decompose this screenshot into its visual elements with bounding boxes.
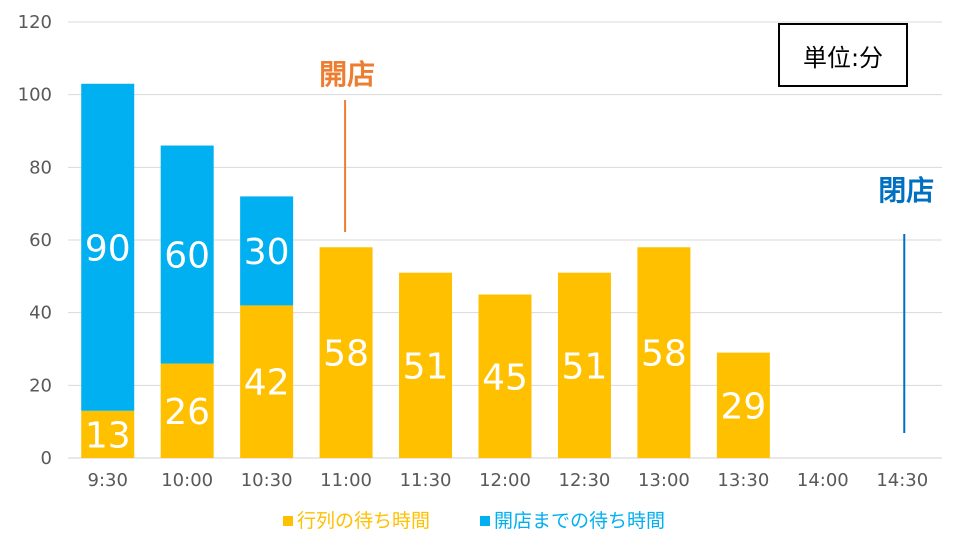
unit-label: 単位:分 (802, 43, 884, 72)
data-label: 90 (85, 228, 131, 269)
x-tick-label: 11:00 (320, 470, 372, 491)
data-label: 58 (323, 334, 369, 375)
legend: 行列の待ち時間 開店までの待ち時間 (283, 510, 665, 532)
bar-queue-10:00 (160, 363, 214, 458)
bar-queue-13:30 (716, 352, 770, 458)
legend-label: 行列の待ち時間 (297, 510, 430, 532)
bar-queue-10:30 (240, 305, 294, 458)
unit-label-box: 単位:分 (778, 23, 908, 87)
x-tick-label: 13:30 (717, 470, 769, 491)
x-tick-label: 14:30 (876, 470, 928, 491)
y-tick-label: 20 (29, 375, 52, 396)
bar-queue-13:00 (637, 247, 691, 458)
data-label: 29 (720, 386, 766, 427)
legend-swatch (480, 516, 490, 526)
annotation-label: 開店 (319, 58, 375, 91)
data-label: 30 (244, 232, 290, 273)
y-tick-label: 0 (41, 448, 52, 469)
data-label: 60 (164, 236, 210, 277)
data-label: 51 (403, 346, 449, 387)
y-tick-label: 120 (18, 12, 52, 33)
data-label: 45 (482, 357, 528, 398)
x-tick-label: 13:00 (638, 470, 690, 491)
legend-label: 開店までの待ち時間 (494, 510, 665, 532)
y-tick-label: 60 (29, 230, 52, 251)
bar-queue-11:30 (399, 272, 453, 458)
x-tick-label: 12:30 (559, 470, 611, 491)
bar-queue-11:00 (319, 247, 373, 458)
data-label: 26 (164, 392, 210, 433)
x-tick-label: 11:30 (400, 470, 452, 491)
x-tick-label: 10:00 (161, 470, 213, 491)
x-tick-label: 9:30 (88, 470, 128, 491)
data-label: 51 (562, 346, 608, 387)
bar-preopen-10:30 (240, 196, 294, 306)
x-axis: 9:30 10:00 10:30 11:00 11:30 12:00 12:30 13:00 1… (88, 470, 929, 491)
x-tick-label: 14:00 (797, 470, 849, 491)
data-label: 13 (85, 415, 131, 456)
y-tick-label: 80 (29, 157, 52, 178)
annotation-label: 閉店 (878, 174, 934, 207)
y-tick-label: 40 (29, 303, 52, 324)
bar-preopen-10:00 (160, 145, 214, 364)
bar-queue-9:30 (81, 410, 135, 458)
bar-preopen-9:30 (81, 83, 135, 411)
legend-swatch (283, 516, 293, 526)
x-tick-label: 12:00 (479, 470, 531, 491)
data-labels: 13 90 26 60 42 30 58 51 45 51 58 29 (85, 228, 766, 456)
bars (81, 83, 770, 458)
bar-queue-12:00 (478, 294, 532, 458)
data-label: 42 (244, 363, 290, 404)
bar-queue-12:30 (557, 272, 611, 458)
y-axis: 0 20 40 60 80 100 120 (18, 12, 52, 469)
data-label: 58 (641, 334, 687, 375)
y-tick-label: 100 (18, 85, 52, 106)
x-tick-label: 10:30 (241, 470, 293, 491)
